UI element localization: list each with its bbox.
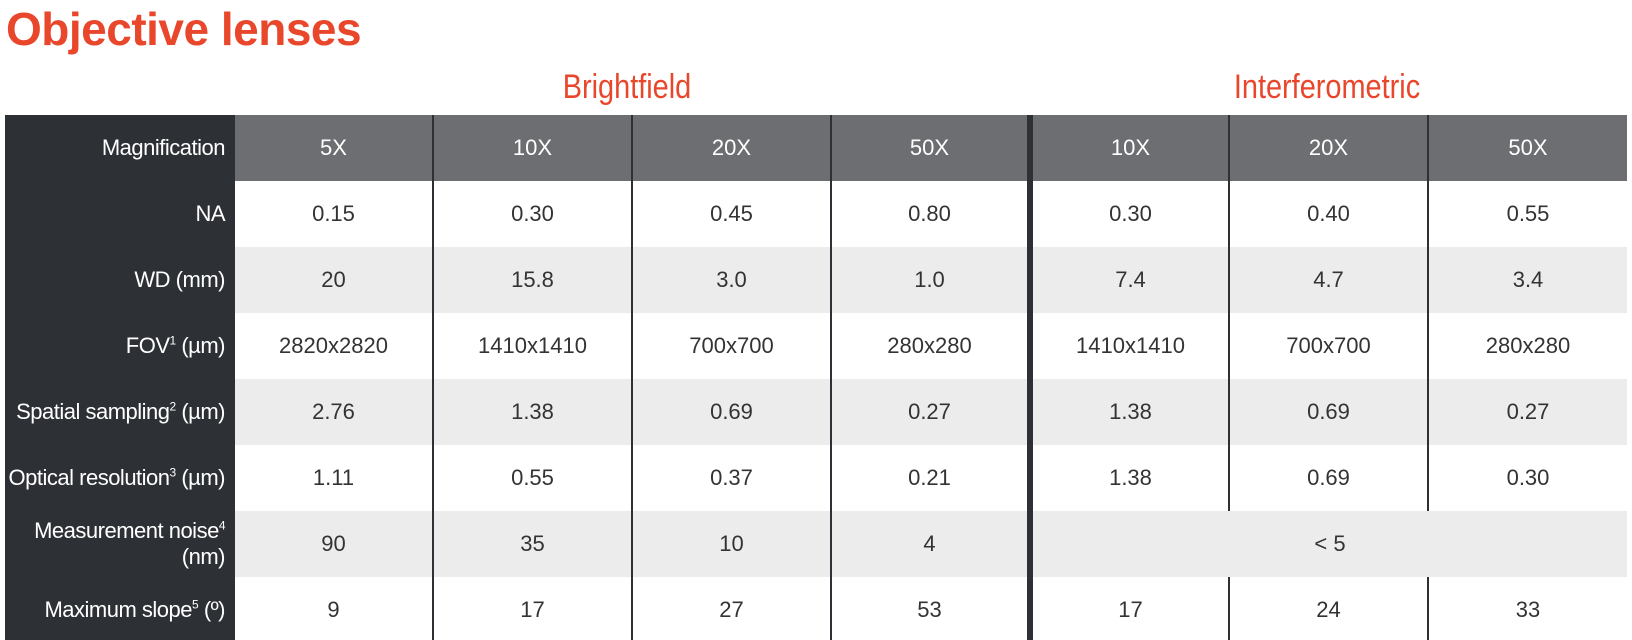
cell: 24 [1228,577,1428,640]
column-header: 10X [1027,115,1229,181]
cell: 17 [1027,577,1229,640]
cell: 0.45 [631,181,831,247]
data-row: WD (mm) 20 15.8 3.0 1.0 7.4 4.7 3.4 [5,247,1627,313]
cell: < 5 [1027,511,1627,577]
footnote-mark: 4 [218,518,226,533]
column-header: 50X [1427,115,1627,181]
cell: 0.30 [1427,445,1627,511]
cell: 280x280 [1427,313,1627,379]
row-label: WD (mm) [5,247,234,313]
cell: 15.8 [432,247,632,313]
cell: 0.15 [233,181,433,247]
footnote-mark: 1 [169,333,177,348]
row-label: Measurement noise4 (nm) [5,511,234,577]
cell: 17 [432,577,632,640]
cell: 700x700 [631,313,831,379]
cell: 0.69 [631,379,831,445]
cell: 0.80 [830,181,1030,247]
cell: 0.40 [1228,181,1428,247]
row-label: FOV1 (µm) [5,313,234,379]
cell: 2.76 [233,379,433,445]
label-unit: (µm) [181,465,225,490]
cell: 0.27 [1427,379,1627,445]
cell: 700x700 [1228,313,1428,379]
cell: 1.38 [1027,379,1229,445]
label-text: NA [195,201,225,226]
cell: 1.0 [830,247,1030,313]
column-header: 10X [432,115,632,181]
lens-table: Magnification 5X 10X 20X 50X 10X 20X 50X NA 0.15 0… [5,115,1627,640]
label-text: Maximum slope [44,597,192,622]
cell: 7.4 [1027,247,1229,313]
data-row: NA 0.15 0.30 0.45 0.80 0.30 0.40 0.55 [5,181,1627,247]
cell: 1.38 [432,379,632,445]
cell: 35 [432,511,632,577]
cell: 0.21 [830,445,1030,511]
column-header: 20X [631,115,831,181]
cell: 1.11 [233,445,433,511]
row-label: Optical resolution3 (µm) [5,445,234,511]
row-label: NA [5,181,234,247]
data-row: Spatial sampling2 (µm) 2.76 1.38 0.69 0.27 1.… [5,379,1627,445]
cell: 3.0 [631,247,831,313]
label-unit: (nm) [181,544,226,569]
cell: 4 [830,511,1030,577]
footnote-mark: 3 [169,465,177,480]
cell: 0.55 [1427,181,1627,247]
data-row: Measurement noise4 (nm) 90 35 10 4 < 5 [5,511,1627,577]
group-headers: Brightfield Interferometric [227,62,1627,112]
label-unit: (µm) [181,333,225,358]
data-row: Maximum slope5 (º) 9 17 27 53 17 24 33 [5,577,1627,640]
cell: 53 [830,577,1030,640]
label-unit: (º) [203,597,226,622]
row-label: Maximum slope5 (º) [5,577,234,640]
label-text: FOV [125,333,170,358]
cell: 0.37 [631,445,831,511]
cell: 1.38 [1027,445,1229,511]
footnote-mark: 2 [169,399,177,414]
cell: 4.7 [1228,247,1428,313]
table-body: Magnification 5X 10X 20X 50X 10X 20X 50X NA 0.15 0… [5,115,1627,640]
cell: 3.4 [1427,247,1627,313]
cell: 280x280 [830,313,1030,379]
title: Objective lenses [6,3,362,55]
cell: 0.30 [432,181,632,247]
column-header: 20X [1228,115,1428,181]
cell: 0.30 [1027,181,1229,247]
cell: 0.55 [432,445,632,511]
data-row: Optical resolution3 (µm) 1.11 0.55 0.37 0.21… [5,445,1627,511]
cell: 20 [233,247,433,313]
group-header: Interferometric [1233,68,1421,106]
cell: 0.69 [1228,445,1428,511]
cell: 0.27 [830,379,1030,445]
cell: 0.69 [1228,379,1428,445]
footnote-mark: 5 [192,597,199,612]
label-unit: (µm) [181,399,225,424]
cell: 90 [233,511,433,577]
cell: 10 [631,511,831,577]
label-text: Spatial sampling [16,399,170,424]
column-header: 5X [233,115,433,181]
group-header: Brightfield [562,68,692,106]
header-row: Magnification 5X 10X 20X 50X 10X 20X 50X [5,115,1627,181]
label-text: WD (mm) [134,267,225,292]
row-label: Spatial sampling2 (µm) [5,379,234,445]
cell: 9 [233,577,433,640]
label-text: Measurement noise [34,518,219,543]
data-row: FOV1 (µm) 2820x2820 1410x1410 700x700 280x28… [5,313,1627,379]
cell: 27 [631,577,831,640]
cell: 1410x1410 [1027,313,1229,379]
cell: 33 [1427,577,1627,640]
column-header: 50X [830,115,1030,181]
cell: 2820x2820 [233,313,433,379]
row-label: Magnification [5,115,234,181]
label-text: Optical resolution [8,465,170,490]
cell: 1410x1410 [432,313,632,379]
